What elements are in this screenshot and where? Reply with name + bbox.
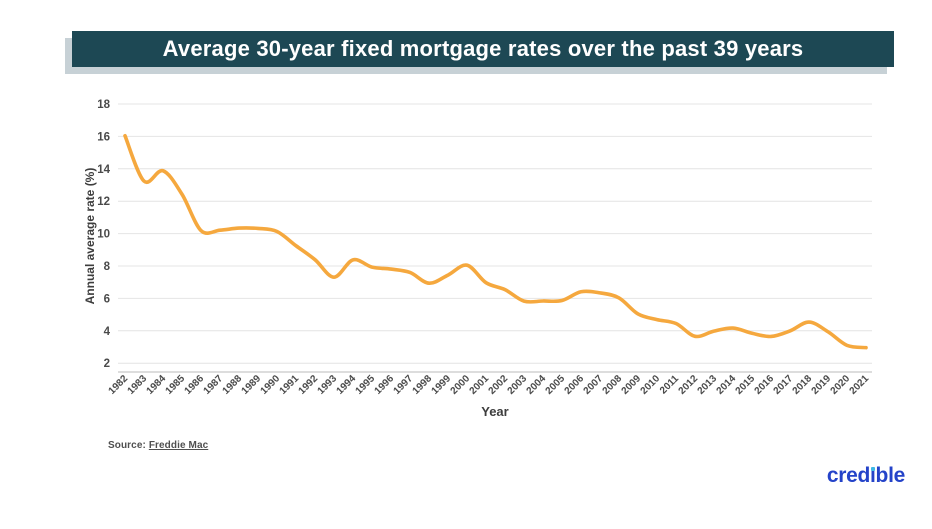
y-tick-label: 8 <box>104 261 111 273</box>
x-tick-label: 1983 <box>126 373 150 397</box>
y-tick-label: 6 <box>104 293 110 305</box>
x-tick-label: 2013 <box>696 373 720 397</box>
y-tick-label: 4 <box>104 326 111 338</box>
x-tick-label: 2005 <box>544 373 568 397</box>
y-tick-label: 14 <box>97 164 110 176</box>
x-tick-label: 1984 <box>145 373 169 397</box>
x-tick-label: 2009 <box>620 373 644 397</box>
x-tick-label: 2018 <box>791 373 815 397</box>
x-tick-label: 2012 <box>677 373 701 397</box>
x-tick-label: 2010 <box>639 373 663 397</box>
x-tick-label: 2003 <box>506 373 530 397</box>
logo-letter-i: ı <box>870 464 876 487</box>
y-tick-label: 16 <box>97 131 110 143</box>
source-note: Source: Freddie Mac <box>108 440 208 451</box>
x-tick-label: 1986 <box>183 373 207 397</box>
x-tick-label: 2016 <box>753 373 777 397</box>
x-tick-label: 2000 <box>449 373 473 397</box>
x-tick-label: 2006 <box>563 373 587 397</box>
x-tick-label: 1992 <box>297 373 321 397</box>
logo-i-dot <box>870 467 875 471</box>
x-tick-label: 1999 <box>430 373 454 397</box>
x-tick-label: 1987 <box>202 373 226 397</box>
x-tick-label: 1990 <box>259 373 283 397</box>
source-link[interactable]: Freddie Mac <box>148 440 209 451</box>
x-tick-label: 1995 <box>354 373 378 397</box>
x-tick-label: 2019 <box>810 373 834 397</box>
x-tick-label: 2020 <box>829 373 853 397</box>
x-tick-label: 1988 <box>221 373 245 397</box>
rate-line <box>123 133 868 350</box>
x-tick-label: 1997 <box>392 373 416 397</box>
x-tick-label: 2015 <box>734 373 758 397</box>
y-tick-label: 10 <box>97 229 110 241</box>
y-axis-title: Annual average rate (%) <box>83 167 97 305</box>
y-tick-label: 18 <box>97 99 110 111</box>
x-axis-title: Year <box>481 404 509 419</box>
x-tick-label: 1991 <box>278 373 302 397</box>
x-tick-label: 2011 <box>658 373 681 396</box>
x-tick-label: 1989 <box>240 373 264 397</box>
source-prefix: Source: <box>108 440 149 451</box>
x-tick-label: 2021 <box>848 373 872 397</box>
x-tick-label: 2014 <box>715 373 739 397</box>
x-tick-label: 2001 <box>468 373 492 397</box>
y-tick-label: 12 <box>97 196 110 208</box>
x-tick-label: 1996 <box>373 373 397 397</box>
x-tick-label: 1998 <box>411 373 435 397</box>
page-title: Average 30-year fixed mortgage rates ove… <box>162 36 804 61</box>
title-bar: Average 30-year fixed mortgage rates ove… <box>72 31 894 67</box>
x-tick-label: 1993 <box>316 373 340 397</box>
x-tick-label: 2008 <box>601 373 625 397</box>
x-tick-label: 2007 <box>582 373 606 397</box>
x-tick-label: 2002 <box>487 373 511 397</box>
x-tick-label: 1985 <box>164 373 188 397</box>
x-tick-label: 2017 <box>772 373 796 397</box>
y-tick-label: 2 <box>104 358 110 370</box>
x-tick-label: 1994 <box>335 373 359 397</box>
x-tick-label: 1982 <box>107 373 131 397</box>
credible-logo[interactable]: credı ble <box>826 464 905 487</box>
x-tick-label: 2004 <box>525 373 549 397</box>
